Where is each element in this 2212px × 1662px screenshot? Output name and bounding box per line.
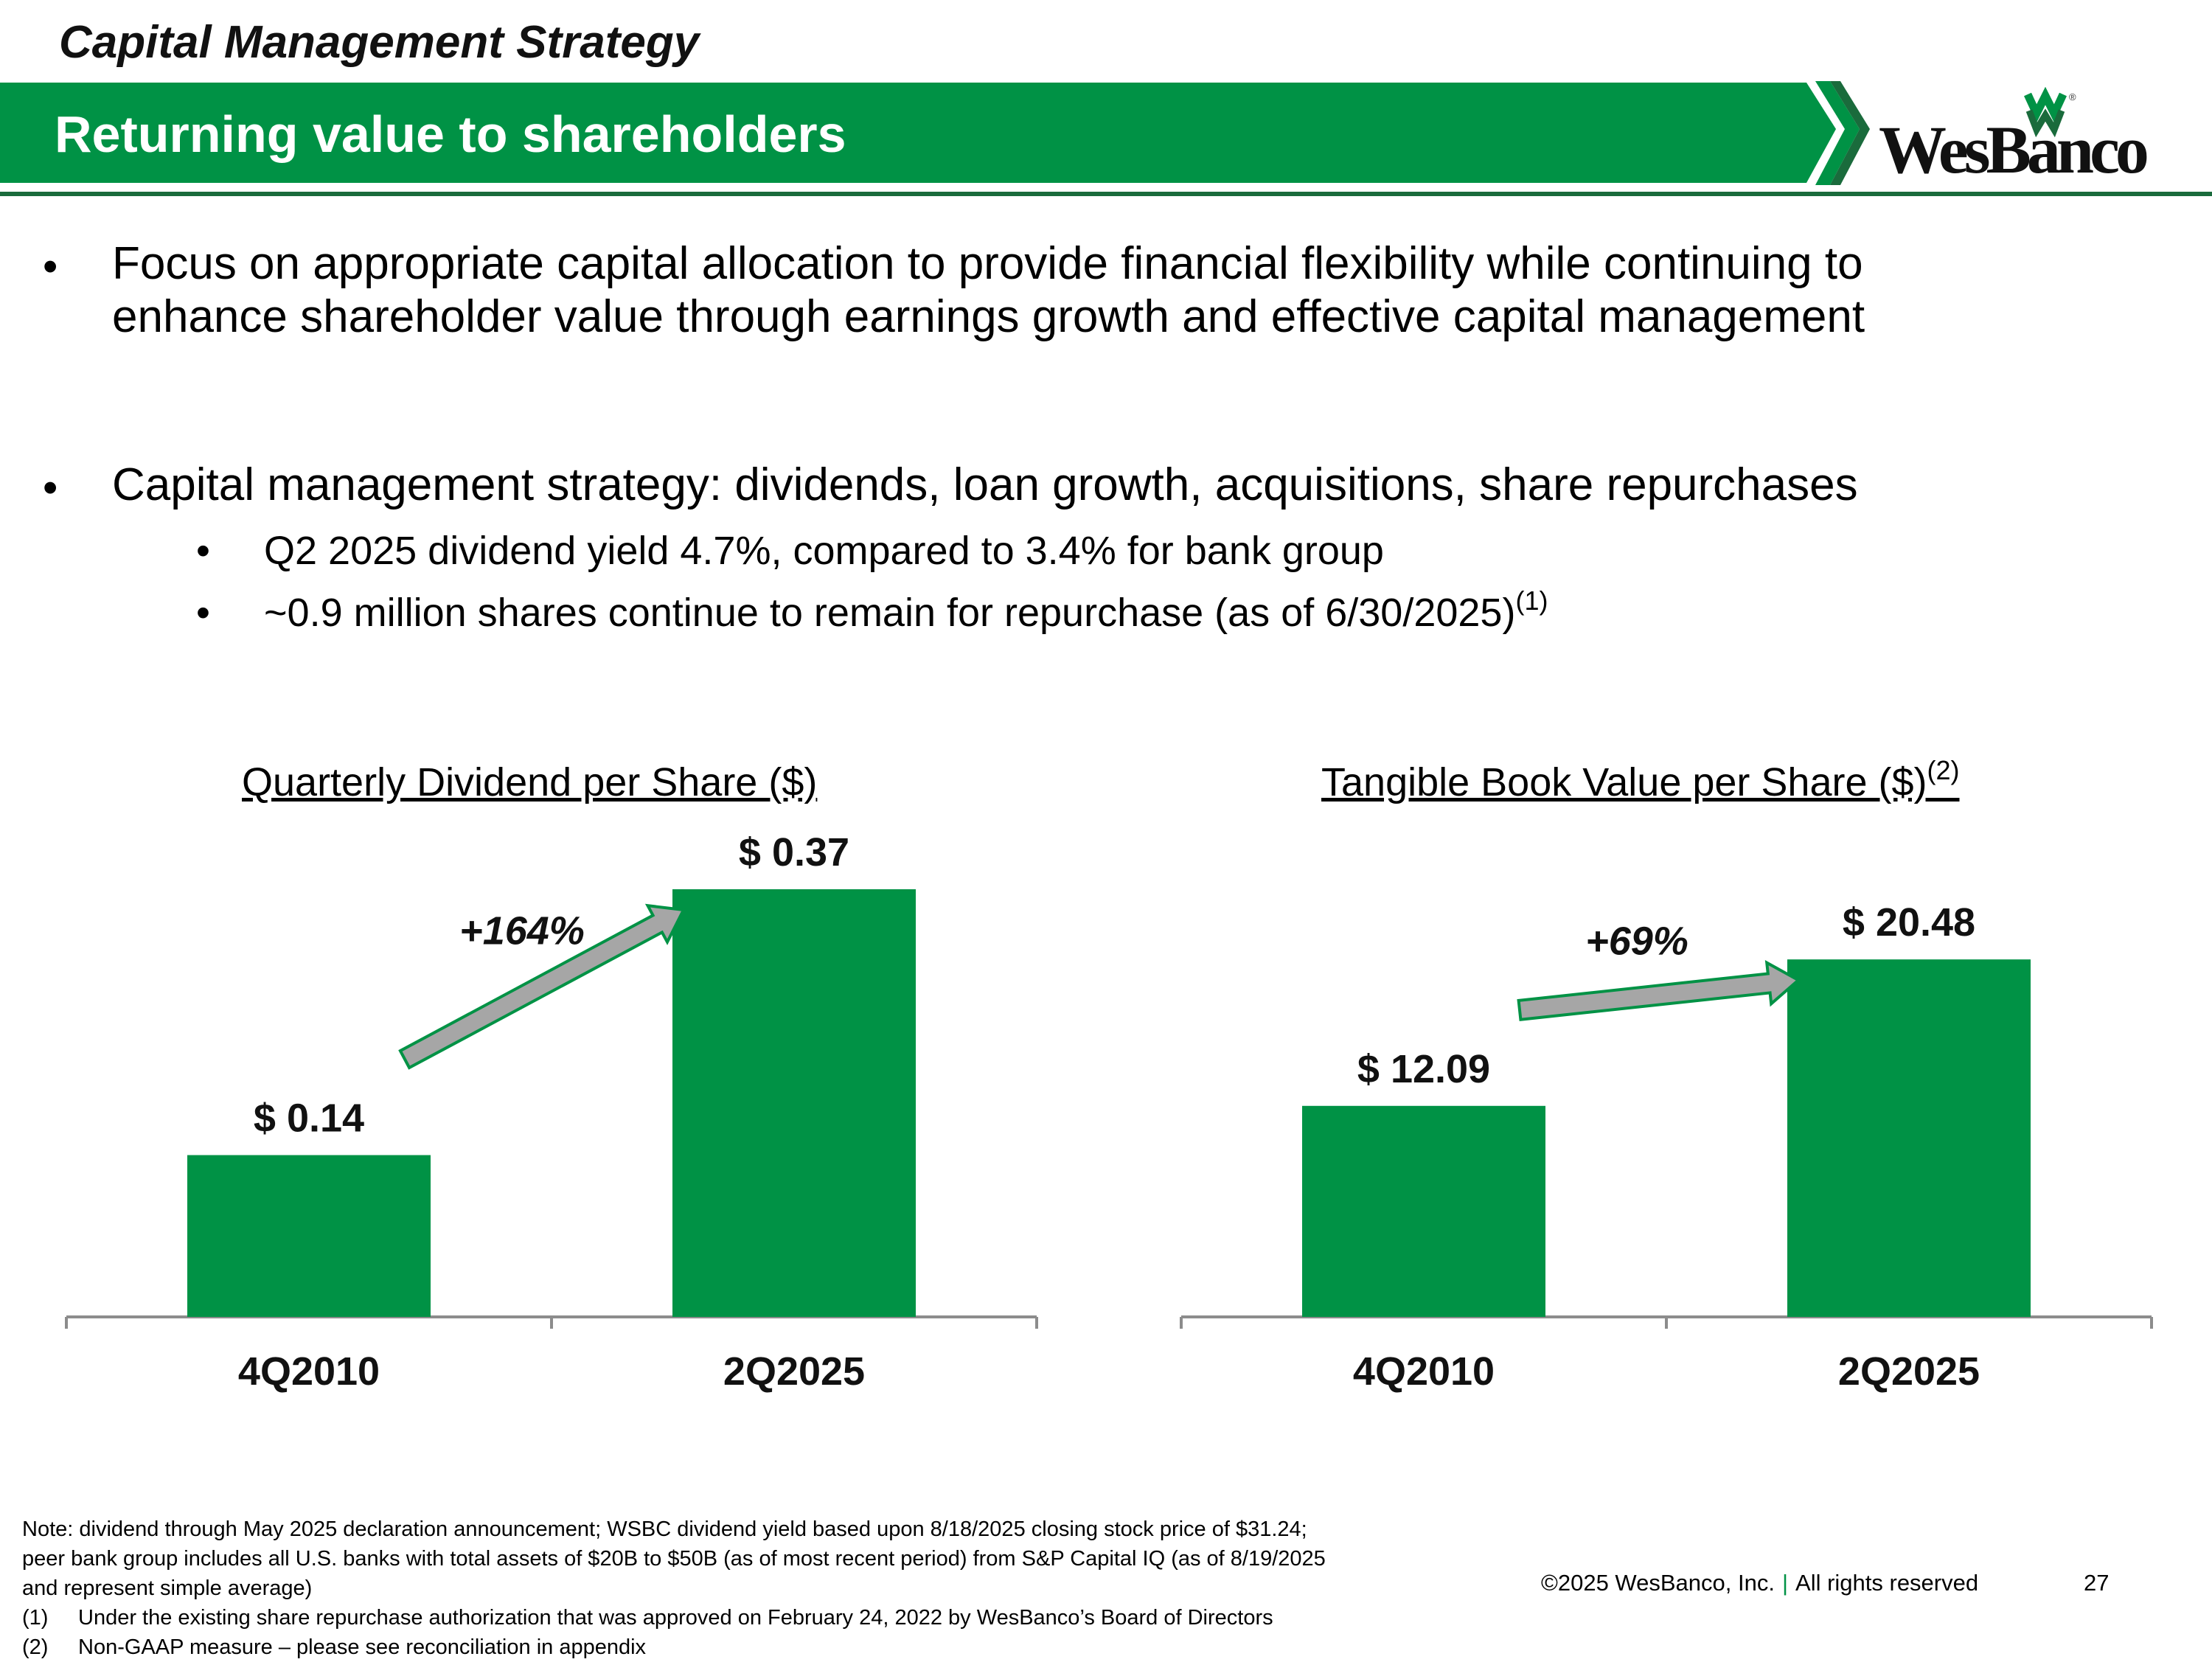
data-label: $ 0.14	[254, 1096, 364, 1141]
footer-separator: |	[1781, 1570, 1789, 1596]
copyright: ©2025 WesBanco, Inc. | All rights reserved	[1541, 1570, 1978, 1596]
data-label: $ 12.09	[1357, 1047, 1490, 1091]
bullet-marker: •	[43, 464, 58, 512]
footnote-1-marker: (1)	[22, 1606, 49, 1630]
category-label: 4Q2010	[1353, 1349, 1495, 1394]
bar-4q2010	[1302, 1105, 1545, 1317]
category-label: 2Q2025	[1838, 1349, 1980, 1394]
footnote-2-text: Non-GAAP measure – please see reconcilia…	[78, 1635, 647, 1659]
wesbanco-logo-icon: ®	[2024, 87, 2076, 138]
sub-bullet-marker: •	[196, 529, 210, 573]
logo-wordmark: WesBanco	[1879, 112, 2149, 187]
sub-bullet-1-label: Q2 2025 dividend yield 4.7%, compared to…	[264, 529, 1384, 573]
rights-text: All rights reserved	[1795, 1570, 1979, 1596]
data-label: $ 0.37	[739, 830, 849, 875]
bar-4q2010	[187, 1155, 431, 1317]
footnote-ref-1: (1)	[1515, 585, 1548, 616]
sub-bullet-1-text: Q2 2025 dividend yield 4.7%, compared to…	[264, 528, 1384, 574]
note-line-3: and represent simple average)	[22, 1576, 313, 1600]
growth-label: +69%	[1585, 919, 1688, 963]
growth-label: +164%	[459, 908, 585, 953]
section-title: Capital Management Strategy	[59, 17, 700, 68]
copyright-text: ©2025 WesBanco, Inc.	[1541, 1570, 1775, 1596]
bar-2q2025	[1787, 959, 2031, 1317]
tbv-bar-chart: $ 12.09 4Q2010 $ 20.48 2Q2025 +69%	[1180, 900, 2153, 1394]
dividend-chart-title-text: Quarterly Dividend per Share ($)	[242, 760, 818, 804]
dividend-bar-chart: $ 0.14 4Q2010 $ 0.37 2Q2025 +164%	[65, 830, 1038, 1394]
tbv-chart-title-text: Tangible Book Value per Share ($)	[1321, 760, 1927, 804]
category-label: 2Q2025	[723, 1349, 865, 1394]
sub-bullet-2-label: ~0.9 million shares continue to remain f…	[264, 591, 1516, 635]
banner-title: Returning value to shareholders	[55, 105, 846, 163]
growth-arrow-icon	[1517, 959, 1801, 1021]
growth-arrow-icon	[398, 903, 686, 1070]
dividend-chart-title: Quarterly Dividend per Share ($)	[242, 759, 817, 805]
data-label: $ 20.48	[1843, 900, 1975, 945]
bullet-2-text: Capital management strategy: dividends, …	[112, 459, 1858, 510]
note-line-1: Note: dividend through May 2025 declarat…	[22, 1517, 1307, 1541]
title-banner	[0, 81, 2212, 196]
svg-text:®: ®	[2069, 91, 2076, 102]
sub-bullet-2-text: ~0.9 million shares continue to remain f…	[264, 585, 1548, 636]
tbv-chart-title: Tangible Book Value per Share ($)(2)	[1321, 755, 1960, 805]
category-label: 4Q2010	[238, 1349, 380, 1394]
bar-2q2025	[672, 889, 916, 1317]
bullet-1-text: Focus on appropriate capital allocation …	[112, 238, 1865, 342]
footnote-2-marker: (2)	[22, 1635, 49, 1659]
footnote-1-text: Under the existing share repurchase auth…	[78, 1606, 1273, 1630]
footnote-ref-2: (2)	[1927, 755, 1960, 785]
bullet-marker: •	[43, 243, 58, 291]
note-line-2: peer bank group includes all U.S. banks …	[22, 1547, 1326, 1571]
page-number: 27	[2084, 1570, 2110, 1596]
sub-bullet-marker: •	[196, 591, 210, 635]
